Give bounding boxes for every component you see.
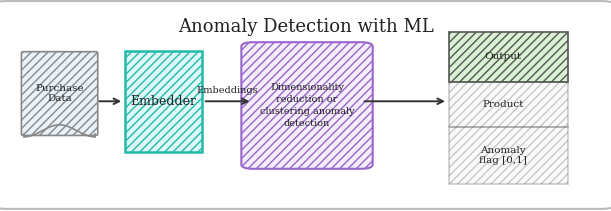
Text: Dimensionality
reduction or
clustering anomaly
detection: Dimensionality reduction or clustering a…	[260, 83, 354, 128]
Bar	[449, 82, 568, 127]
Text: Product: Product	[482, 100, 524, 109]
FancyBboxPatch shape	[241, 42, 373, 169]
Text: Embeddings: Embeddings	[197, 86, 258, 95]
Text: Purchase
Data: Purchase Data	[35, 84, 84, 103]
Text: Output: Output	[484, 52, 521, 61]
Text: Anomaly Detection with ML: Anomaly Detection with ML	[178, 18, 433, 37]
Bar	[449, 82, 568, 127]
Bar	[449, 32, 568, 82]
Bar	[449, 127, 568, 184]
Bar	[449, 32, 568, 82]
Bar	[449, 127, 568, 184]
Bar	[125, 51, 202, 152]
FancyBboxPatch shape	[21, 52, 98, 135]
Bar	[125, 51, 202, 152]
Text: Embedder: Embedder	[130, 95, 197, 108]
Text: Anomaly
flag [0,1]: Anomaly flag [0,1]	[479, 146, 527, 165]
